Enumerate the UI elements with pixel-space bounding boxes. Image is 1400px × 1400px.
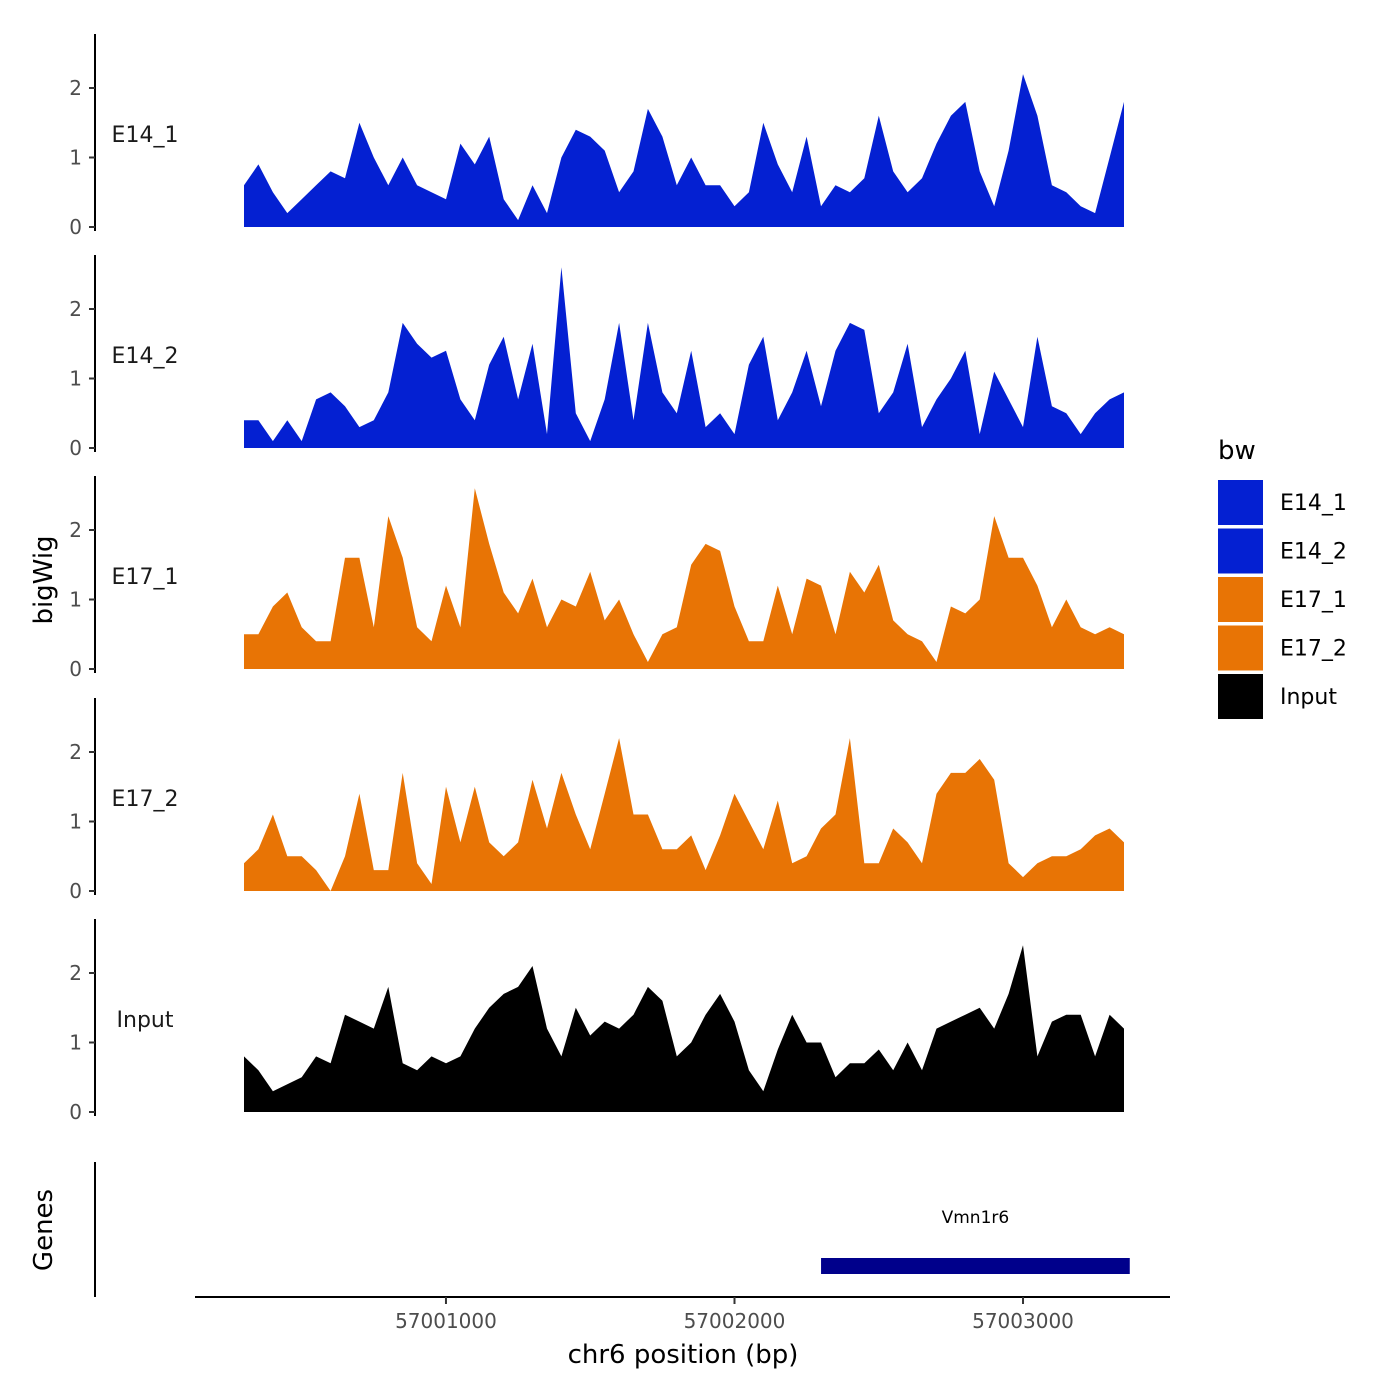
y-tick-label: 1 [69, 588, 82, 612]
track-e14-2: 0 1 2 E14_2 [69, 255, 1124, 460]
x-axis: 57001000 57002000 57003000 [195, 1296, 1170, 1333]
gene-name: Vmn1r6 [942, 1208, 1010, 1228]
legend-label: E17_2 [1280, 637, 1347, 662]
track-e14-1: 0 1 2 E14_1 [69, 34, 1124, 239]
y-tick-label: 0 [69, 1100, 82, 1124]
y-tick-label: 1 [69, 367, 82, 391]
x-tick-label: 57001000 [395, 1309, 497, 1333]
y-tick-label: 0 [69, 436, 82, 460]
track-label: E14_1 [112, 123, 179, 148]
area-input [244, 945, 1124, 1112]
genes-axis-title: Genes [29, 1189, 59, 1271]
area-e14-2 [244, 267, 1124, 448]
y-tick-label: 1 [69, 1031, 82, 1055]
legend-label: Input [1280, 685, 1337, 710]
y-tick-label: 1 [69, 146, 82, 170]
y-tick-label: 0 [69, 657, 82, 681]
legend-swatch [1218, 480, 1263, 525]
legend-swatch [1218, 674, 1263, 719]
y-tick-label: 1 [69, 810, 82, 834]
y-tick-label: 2 [69, 297, 82, 321]
gene-bar [821, 1258, 1130, 1274]
y-tick-label: 2 [69, 740, 82, 764]
y-tick-label: 2 [69, 961, 82, 985]
track-e17-2: 0 1 2 E17_2 [69, 698, 1124, 903]
x-axis-title: chr6 position (bp) [568, 1340, 799, 1370]
area-e17-2 [244, 738, 1124, 891]
x-tick-label: 57003000 [972, 1309, 1074, 1333]
track-input: 0 1 2 Input [69, 919, 1124, 1124]
track-label: Input [117, 1008, 174, 1033]
y-tick-label: 0 [69, 879, 82, 903]
legend: bw E14_1 E14_2 E17_1 E17_2 Input [1218, 436, 1347, 719]
legend-label: E17_1 [1280, 588, 1347, 613]
y-tick-label: 2 [69, 518, 82, 542]
area-e14-1 [244, 74, 1124, 227]
track-e17-1: 0 1 2 E17_1 [69, 476, 1124, 681]
legend-label: E14_2 [1280, 540, 1347, 565]
legend-swatch [1218, 528, 1263, 574]
y-tick-label: 2 [69, 76, 82, 100]
y-axis-title: bigWig [29, 535, 59, 624]
legend-swatch [1218, 577, 1263, 622]
track-label: E17_2 [112, 787, 179, 812]
coverage-tracks: 0 1 2 E14_1 0 1 2 E14_2 0 1 2 E17_1 0 1 2 E17_2 0 1 2 Input [69, 34, 1124, 1124]
y-tick-label: 0 [69, 215, 82, 239]
x-tick-label: 57002000 [684, 1309, 786, 1333]
legend-swatch [1218, 625, 1263, 671]
area-e17-1 [244, 488, 1124, 669]
track-label: E14_2 [112, 344, 179, 369]
legend-label: E14_1 [1280, 491, 1347, 516]
legend-title: bw [1218, 436, 1256, 466]
genes-panel: Vmn1r6 [94, 1162, 1130, 1297]
track-label: E17_1 [112, 565, 179, 590]
